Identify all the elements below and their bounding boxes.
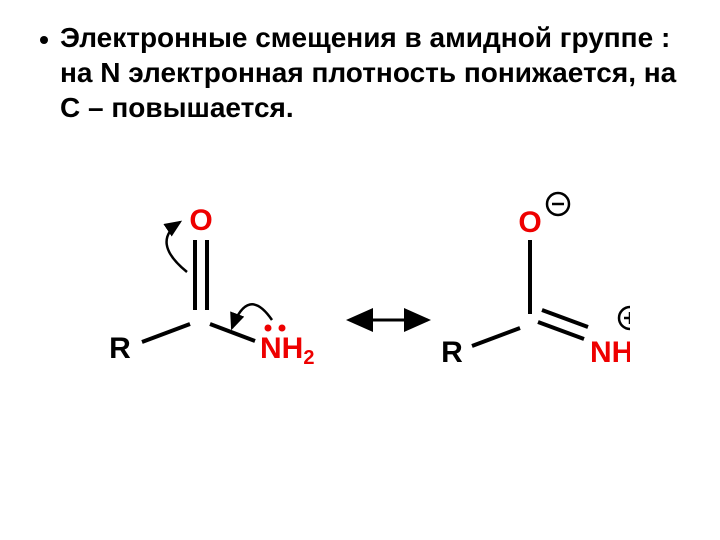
curved-arrow-c-to-o: [167, 222, 187, 272]
atom-n-left: NH2: [260, 332, 314, 369]
bullet-item: Электронные смещения в амидной группе : …: [40, 20, 680, 125]
atom-r-left: R: [109, 332, 131, 365]
atom-r-right: R: [441, 336, 463, 369]
atom-o-left: O: [189, 204, 212, 237]
slide: Электронные смещения в амидной группе : …: [0, 0, 720, 540]
lone-pair-dot: [279, 325, 286, 332]
lone-pair-dot: [265, 325, 272, 332]
atom-o-right: O: [518, 206, 541, 239]
bond-c-r-right: [472, 328, 520, 346]
bullet-text: Электронные смещения в амидной группе : …: [60, 20, 680, 125]
curved-arrow-n-to-c: [232, 304, 272, 328]
bullet-dot: [40, 36, 48, 44]
bond-c-r-left: [142, 324, 190, 342]
atom-n-right: NH2: [590, 336, 630, 373]
resonance-diagram: R O NH2 R O NH2: [90, 180, 630, 420]
